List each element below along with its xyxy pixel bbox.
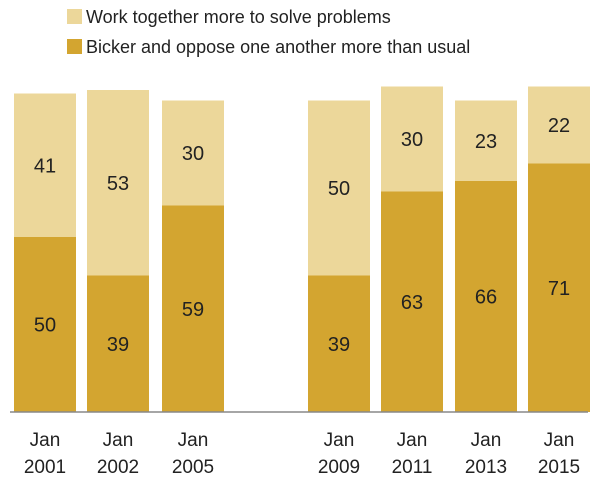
bar-bicker-2001 bbox=[14, 237, 76, 412]
bar-work-together-2011 bbox=[381, 86, 443, 192]
value-label-bicker-2002: 39 bbox=[107, 334, 129, 356]
bar-bicker-2011 bbox=[381, 191, 443, 412]
x-axis-tick-labels: Jan 2001 Jan 2002 Jan 2005 Jan 2009 Jan 2011 Jan 20… bbox=[24, 430, 580, 478]
value-label-work-together-2011: 30 bbox=[401, 129, 423, 151]
bar-work-together-2002 bbox=[87, 90, 149, 276]
bar-bicker-2015 bbox=[528, 163, 590, 412]
bar-work-together-2001 bbox=[14, 93, 76, 237]
tick-label-month: Jan bbox=[544, 430, 575, 451]
tick-label-month: Jan bbox=[324, 430, 355, 451]
tick-label-2009: Jan 2009 bbox=[318, 430, 360, 478]
value-label-bicker-2011: 63 bbox=[401, 292, 423, 314]
tick-label-month: Jan bbox=[471, 430, 502, 451]
tick-label-2002: Jan 2002 bbox=[97, 430, 139, 478]
bar-bicker-2013 bbox=[455, 181, 517, 412]
bar-work-together-2013 bbox=[455, 100, 517, 181]
tick-label-month: Jan bbox=[397, 430, 428, 451]
tick-label-2001: Jan 2001 bbox=[24, 430, 66, 478]
value-label-bicker-2013: 66 bbox=[475, 287, 497, 309]
tick-label-year: 2002 bbox=[97, 457, 139, 478]
bar-work-together-2015 bbox=[528, 86, 590, 164]
value-label-work-together-2009: 50 bbox=[328, 178, 350, 200]
legend-swatch-1 bbox=[67, 9, 82, 24]
bar-bicker-2009 bbox=[308, 275, 370, 412]
legend-label-1: Work together more to solve problems bbox=[86, 7, 391, 27]
tick-label-year: 2015 bbox=[538, 457, 580, 478]
value-label-work-together-2005: 30 bbox=[182, 143, 204, 165]
value-label-bicker-2001: 50 bbox=[34, 315, 56, 337]
tick-label-year: 2001 bbox=[24, 457, 66, 478]
tick-label-year: 2009 bbox=[318, 457, 360, 478]
value-label-work-together-2001: 41 bbox=[34, 155, 56, 177]
bar-bicker-2002 bbox=[87, 275, 149, 412]
legend-swatch-2 bbox=[67, 39, 82, 54]
tick-label-2015: Jan 2015 bbox=[538, 430, 580, 478]
value-label-work-together-2015: 22 bbox=[548, 115, 570, 137]
tick-label-month: Jan bbox=[30, 430, 61, 451]
tick-label-2011: Jan 2011 bbox=[392, 430, 433, 478]
value-label-work-together-2013: 23 bbox=[475, 131, 497, 153]
tick-label-2013: Jan 2013 bbox=[465, 430, 507, 478]
value-label-work-together-2002: 53 bbox=[107, 173, 129, 195]
bar-work-together-2005 bbox=[162, 100, 224, 206]
tick-label-year: 2013 bbox=[465, 457, 507, 478]
value-label-bicker-2015: 71 bbox=[548, 278, 570, 300]
bar-bicker-2005 bbox=[162, 205, 224, 412]
legend-label-2: Bicker and oppose one another more than … bbox=[86, 37, 470, 57]
tick-label-year: 2005 bbox=[172, 457, 214, 478]
tick-label-month: Jan bbox=[103, 430, 134, 451]
tick-label-month: Jan bbox=[178, 430, 209, 451]
legend: Work together more to solve problems Bick… bbox=[67, 7, 470, 57]
bars: 50 41 39 53 59 30 39 50 63 30 66 23 71 22 bbox=[14, 86, 590, 412]
value-label-bicker-2009: 39 bbox=[328, 334, 350, 356]
bar-work-together-2009 bbox=[308, 100, 370, 276]
tick-label-year: 2011 bbox=[392, 457, 433, 478]
tick-label-2005: Jan 2005 bbox=[172, 430, 214, 478]
value-label-bicker-2005: 59 bbox=[182, 299, 204, 321]
